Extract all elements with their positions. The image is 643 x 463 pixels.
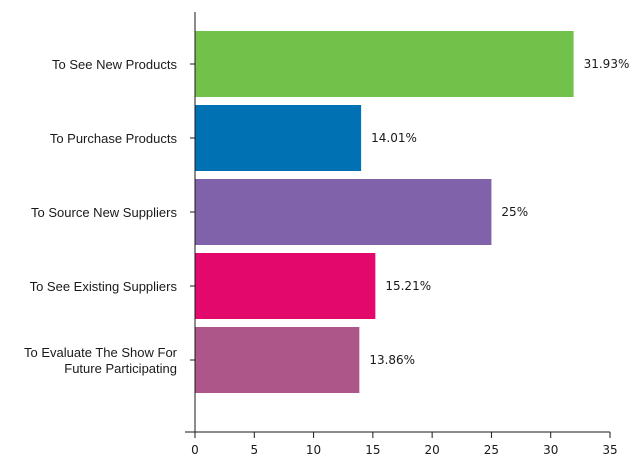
value-label-2: 25% [501,205,528,219]
x-tick-label-4: 20 [425,443,440,457]
category-label-3: To See Existing Suppliers [30,279,178,294]
x-tick-label-6: 30 [543,443,558,457]
x-axis-ticks-group: 0 5 10 15 20 25 30 35 [191,432,618,457]
x-tick-label-2: 10 [306,443,321,457]
value-label-4: 13.86% [369,353,415,367]
category-label-0: To See New Products [52,57,178,72]
x-tick-label-0: 0 [191,443,199,457]
value-label-0: 31.93% [584,57,630,71]
value-label-1: 14.01% [371,131,417,145]
bar-2 [195,179,492,245]
bar-3 [195,253,376,319]
bar-0 [195,31,574,97]
x-tick-label-5: 25 [484,443,499,457]
x-tick-label-7: 35 [602,443,617,457]
x-tick-label-3: 15 [365,443,380,457]
bar-1 [195,105,362,171]
bars-group [195,31,574,393]
category-labels-group: To See New Products To Purchase Products T… [24,57,195,376]
category-label-4-line-0: To Evaluate The Show For [24,345,178,360]
bar-4 [195,327,360,393]
category-label-2: To Source New Suppliers [31,205,177,220]
value-label-3: 15.21% [385,279,431,293]
x-tick-label-1: 5 [250,443,258,457]
category-label-1: To Purchase Products [50,131,178,146]
category-label-4-line-1: Future Participating [64,361,177,376]
value-labels-group: 31.93% 14.01% 25% 15.21% 13.86% [369,57,629,367]
